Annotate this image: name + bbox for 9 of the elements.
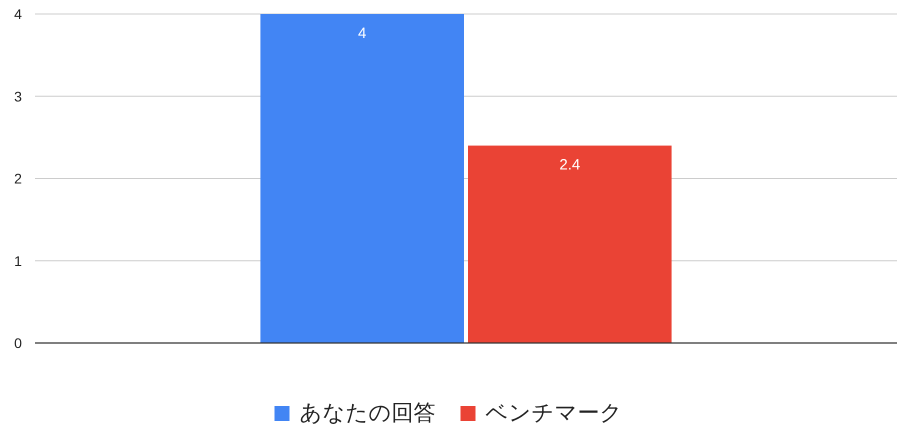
y-tick-label: 0 — [14, 335, 22, 351]
y-tick-label: 3 — [14, 88, 22, 104]
y-tick-label: 1 — [14, 252, 22, 269]
legend-label: あなたの回答 — [300, 400, 436, 425]
y-tick-label: 4 — [14, 6, 22, 22]
legend-label: ベンチマーク — [486, 400, 622, 425]
y-tick-label: 2 — [14, 170, 22, 186]
data-label: 2.4 — [559, 156, 580, 174]
data-label: 4 — [358, 25, 366, 42]
